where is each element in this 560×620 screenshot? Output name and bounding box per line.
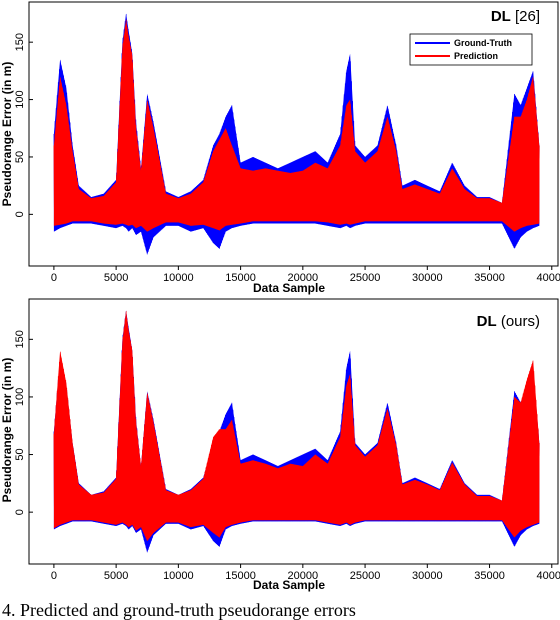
x-tick-label: 25000: [350, 272, 381, 284]
panel-title-rest: [26]: [511, 8, 540, 25]
legend-label-prediction: Prediction: [454, 51, 498, 61]
x-tick-label: 40000: [536, 272, 560, 284]
x-tick-label: 25000: [350, 570, 381, 582]
panel-title-rest: (ours): [497, 313, 540, 330]
y-tick-label: 50: [14, 151, 26, 163]
chart-panel-dl-26: 0 50 100 150 0 5000 10000 15000 20000 25000 30000…: [0, 1, 560, 295]
x-tick-label: 30000: [412, 272, 443, 284]
x-tick-label: 40000: [536, 570, 560, 582]
x-tick-label: 10000: [163, 272, 194, 284]
series-line-prediction: [53, 19, 540, 232]
x-tick-label: 35000: [474, 272, 505, 284]
x-tick-label: 20000: [288, 570, 319, 582]
series-layer: [53, 13, 540, 255]
y-tick-label: 50: [14, 448, 26, 460]
y-tick-label: 0: [14, 211, 26, 217]
y-tick-label: 100: [14, 90, 26, 108]
legend: Ground-Truth Prediction: [409, 33, 533, 66]
panel-title: DL [26]: [491, 8, 540, 25]
y-axis-label: Pseudorange Error (in m): [0, 358, 14, 503]
x-tick-label: 15000: [225, 570, 256, 582]
y-axis-ticks: 0 50 100 150: [14, 330, 33, 515]
series-line-prediction: [53, 311, 540, 541]
series-line-ground-truth: [53, 14, 540, 255]
x-axis-ticks: 0 5000 10000 15000 20000 25000 30000 35000 40000: [51, 266, 560, 284]
x-tick-label: 15000: [225, 272, 256, 284]
figure-caption: 4. Predicted and ground-truth pseudorang…: [2, 600, 356, 620]
x-tick-label: 35000: [474, 570, 505, 582]
x-tick-label: 5000: [104, 570, 128, 582]
legend-label-ground-truth: Ground-Truth: [454, 38, 512, 48]
y-axis-label: Pseudorange Error (in m): [0, 62, 14, 207]
panel-title-bold: DL: [477, 313, 497, 330]
chart-panel-dl-ours: 0 50 100 150 0 5000 10000 15000 20000 25000 30000…: [0, 298, 560, 592]
legend-box: [409, 33, 533, 66]
x-tick-label: 0: [51, 570, 57, 582]
series-prediction: [53, 19, 540, 232]
x-axis-ticks: 0 5000 10000 15000 20000 25000 30000 35000 40000: [51, 564, 560, 582]
x-tick-label: 30000: [412, 570, 443, 582]
series-prediction: [53, 310, 540, 541]
series-band-prediction: [53, 310, 540, 541]
panel-title-bold: DL: [491, 8, 511, 25]
y-axis-ticks: 0 50 100 150: [14, 33, 33, 217]
x-tick-label: 0: [51, 272, 57, 284]
x-tick-label: 5000: [104, 272, 128, 284]
x-tick-label: 20000: [288, 272, 319, 284]
x-tick-label: 10000: [163, 570, 194, 582]
series-layer: [53, 310, 540, 553]
y-tick-label: 150: [14, 33, 26, 51]
y-tick-label: 150: [14, 330, 26, 348]
y-tick-label: 0: [14, 509, 26, 515]
panel-title: DL (ours): [477, 313, 540, 330]
series-line-ground-truth: [53, 311, 540, 553]
x-axis-label: Data Sample: [253, 578, 325, 592]
y-tick-label: 100: [14, 388, 26, 406]
x-axis-label: Data Sample: [253, 281, 325, 295]
